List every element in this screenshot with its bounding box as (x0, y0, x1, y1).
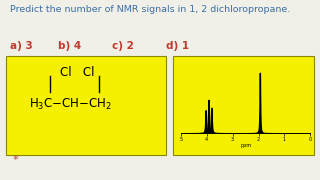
Bar (173, 56, 314, 155)
Text: a) 3: a) 3 (10, 41, 32, 51)
Text: d) 1: d) 1 (166, 41, 189, 51)
Text: Cl   Cl: Cl Cl (60, 66, 94, 78)
Text: *: * (13, 155, 19, 165)
X-axis label: ppm: ppm (240, 143, 251, 148)
Text: b) 4: b) 4 (58, 41, 81, 51)
Text: c) 2: c) 2 (112, 41, 134, 51)
Bar (6, 56, 166, 155)
Text: Predict the number of NMR signals in 1, 2 dichloropropane.: Predict the number of NMR signals in 1, … (10, 5, 290, 14)
Text: H$_3$C$-$CH$-$CH$_2$: H$_3$C$-$CH$-$CH$_2$ (29, 97, 112, 112)
